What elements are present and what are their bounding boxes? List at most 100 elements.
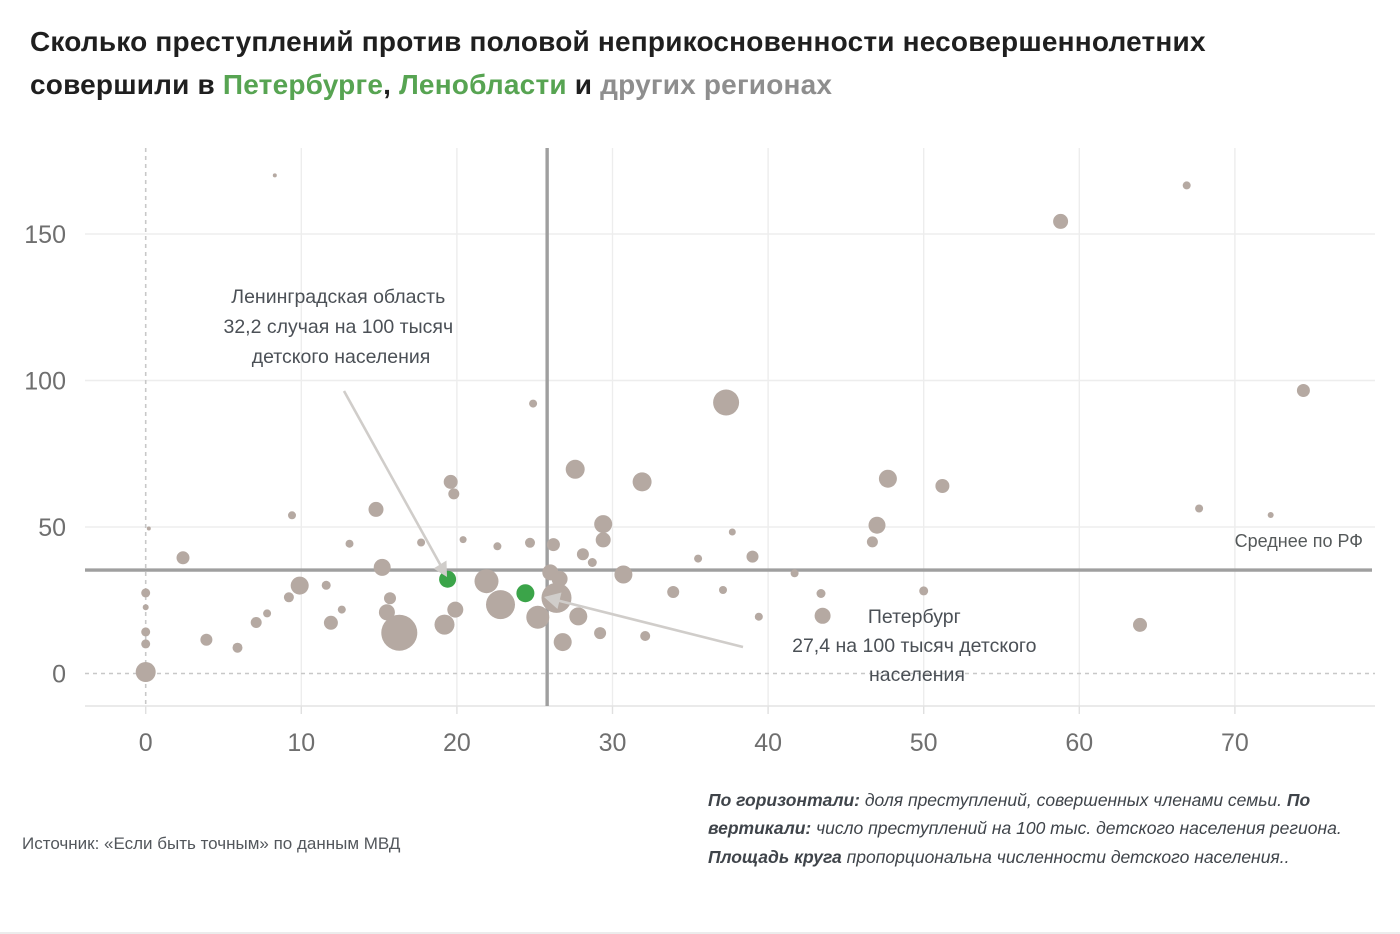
region-bubble	[526, 605, 550, 629]
region-bubble	[135, 662, 156, 682]
y-tick-label: 100	[24, 368, 66, 396]
region-bubble	[878, 469, 897, 488]
mean-lines	[85, 148, 1372, 706]
region-bubble	[719, 586, 727, 594]
region-bubble	[447, 601, 464, 618]
region-bubble	[587, 558, 597, 567]
title-part: Ленобласти	[399, 69, 567, 100]
x-tick-label: 60	[1065, 729, 1093, 757]
region-bubble	[551, 570, 568, 587]
region-bubble	[529, 399, 538, 408]
y-tick-label: 0	[52, 661, 66, 689]
region-bubble	[713, 389, 740, 416]
highlighted-bubble	[439, 570, 457, 588]
region-bubble	[594, 627, 607, 640]
highlighted-bubble	[516, 584, 535, 603]
region-bubble	[384, 592, 396, 605]
region-bubble	[373, 558, 391, 576]
region-bubble	[569, 607, 588, 626]
region-bubble	[935, 479, 950, 493]
x-tick-label: 50	[910, 729, 938, 757]
region-bubble	[232, 642, 243, 653]
x-tick-label: 70	[1221, 729, 1249, 757]
y-tick-label: 150	[24, 221, 66, 249]
region-bubble	[417, 538, 426, 547]
bubbles-layer	[135, 173, 1310, 682]
region-bubble	[288, 511, 296, 520]
title-part: и	[566, 69, 601, 100]
region-bubble	[1195, 504, 1204, 513]
region-bubble	[337, 605, 346, 614]
region-bubble	[816, 589, 826, 598]
annotation-leningrad: Ленинградская область 32,2 случая на 100…	[223, 286, 458, 368]
region-bubble	[378, 604, 395, 621]
methodology-note: По горизонтали: доля преступлений, совер…	[708, 786, 1353, 871]
title-part: совершили в	[30, 69, 223, 100]
y-tick-label: 50	[38, 514, 66, 542]
region-bubble	[814, 607, 831, 624]
region-bubble	[141, 639, 151, 649]
note-part: доля преступлений, совершенных членами с…	[859, 790, 1287, 810]
source-note: Источник: «Если быть точным» по данным М…	[22, 834, 401, 853]
annotation-petersburg: Петербург 27,4 на 100 тысяч детского нас…	[792, 606, 1042, 686]
region-bubble	[146, 526, 151, 531]
gridlines	[85, 148, 1375, 714]
region-bubble	[525, 537, 535, 548]
region-bubble	[290, 576, 309, 595]
region-bubble	[1053, 213, 1069, 229]
note-part: По вертикали:	[708, 790, 1311, 839]
region-bubble	[1267, 512, 1274, 518]
region-bubble	[323, 615, 338, 630]
region-bubble	[632, 472, 652, 492]
note-part: пропорциональна численности детского нас…	[841, 846, 1290, 867]
region-bubble	[434, 614, 455, 635]
region-bubble	[614, 565, 633, 584]
region-bubble	[553, 633, 572, 652]
bubble-chart: 0 10 20 30 40 50 60 70 0 50 100 150 Среднее по РФ Л…	[24, 148, 1375, 757]
region-bubble	[576, 548, 589, 561]
x-tick-label: 30	[599, 729, 627, 757]
region-bubble	[283, 592, 294, 603]
x-tick-label: 40	[754, 729, 782, 757]
region-bubble	[1133, 617, 1147, 632]
page-title-line1: Сколько преступлений против половой непр…	[30, 26, 1206, 57]
title-part: ,	[383, 69, 400, 100]
region-bubble	[640, 631, 651, 641]
x-tick-label: 20	[443, 729, 471, 757]
region-bubble	[381, 614, 418, 651]
region-bubble	[866, 536, 878, 548]
title-part: других регионах	[600, 69, 833, 100]
region-bubble	[486, 590, 515, 620]
region-bubble	[250, 617, 262, 628]
region-bubble	[176, 551, 190, 565]
region-bubble	[746, 550, 759, 563]
zero-dashed-lines	[85, 148, 1375, 706]
axis-tick-labels: 0 10 20 30 40 50 60 70 0 50 100 150	[24, 221, 1249, 757]
region-bubble	[474, 569, 499, 594]
region-bubble	[142, 604, 149, 611]
region-bubble	[754, 612, 763, 621]
region-bubble	[919, 586, 929, 596]
region-bubble	[493, 542, 502, 551]
page-title: Сколько преступлений против половой непр…	[30, 20, 1375, 106]
annotation-arrows	[342, 390, 744, 649]
region-bubble	[272, 173, 277, 178]
region-bubble	[368, 501, 384, 517]
region-bubble	[345, 539, 354, 548]
note-part: число преступлений на 100 тыс. детского …	[811, 818, 1342, 839]
region-bubble	[728, 528, 736, 536]
region-bubble	[141, 627, 151, 637]
region-bubble	[546, 538, 560, 552]
region-bubble	[790, 569, 799, 578]
region-bubble	[594, 515, 613, 534]
arrow-petersburg	[557, 599, 744, 649]
region-bubble	[448, 488, 460, 500]
region-bubble	[694, 554, 703, 563]
region-bubble	[263, 609, 272, 618]
note-part: По горизонтали:	[708, 790, 860, 810]
region-bubble	[595, 532, 611, 548]
note-part: Площадь круга	[708, 846, 842, 867]
bottom-edge-divider	[0, 932, 1400, 934]
region-bubble	[443, 474, 458, 489]
x-tick-label: 0	[139, 729, 153, 757]
